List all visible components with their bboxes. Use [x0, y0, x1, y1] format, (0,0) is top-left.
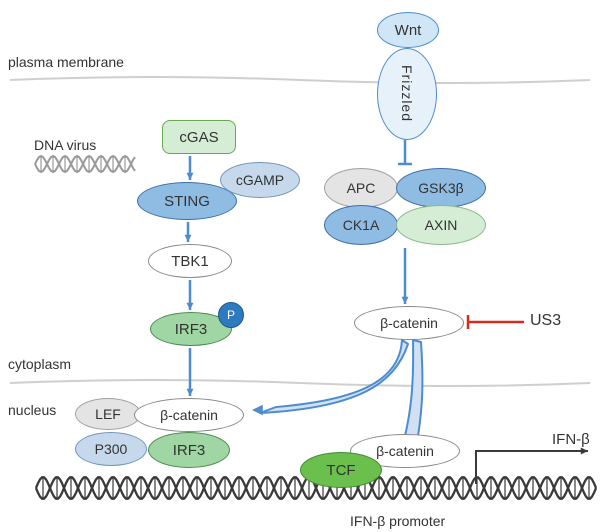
node-wnt: Wnt [377, 12, 439, 48]
label-plasma_membrane: plasma membrane [8, 54, 124, 70]
node-gsk3b: GSK3β [396, 168, 486, 208]
node-lef: LEF [75, 398, 141, 430]
node-sting: STING [137, 182, 237, 220]
node-apc: APC [324, 168, 398, 208]
label-ifnb_label: IFN-β [552, 431, 590, 448]
node-tcf: TCF [300, 452, 382, 488]
node-p_badge: P [218, 302, 244, 328]
node-cgas: cGAS [162, 120, 236, 154]
node-bcat_cyt: β-catenin [354, 306, 464, 340]
node-p300: P300 [75, 432, 147, 466]
node-cgamp: cGAMP [220, 162, 300, 198]
label-cytoplasm: cytoplasm [8, 356, 71, 372]
node-axin: AXIN [396, 205, 486, 245]
label-ifnb_promoter: IFN-β promoter [350, 513, 445, 529]
label-nucleus: nucleus [8, 402, 56, 418]
label-us3: US3 [530, 312, 561, 330]
label-dna_virus: DNA virus [34, 137, 96, 153]
node-bcat_nuc: β-catenin [134, 398, 244, 432]
node-tbk1: TBK1 [148, 244, 232, 278]
node-irf3_nuc: IRF3 [148, 432, 230, 468]
node-frizzled: Frizzled [377, 48, 437, 140]
node-ck1a: CK1A [324, 205, 398, 245]
